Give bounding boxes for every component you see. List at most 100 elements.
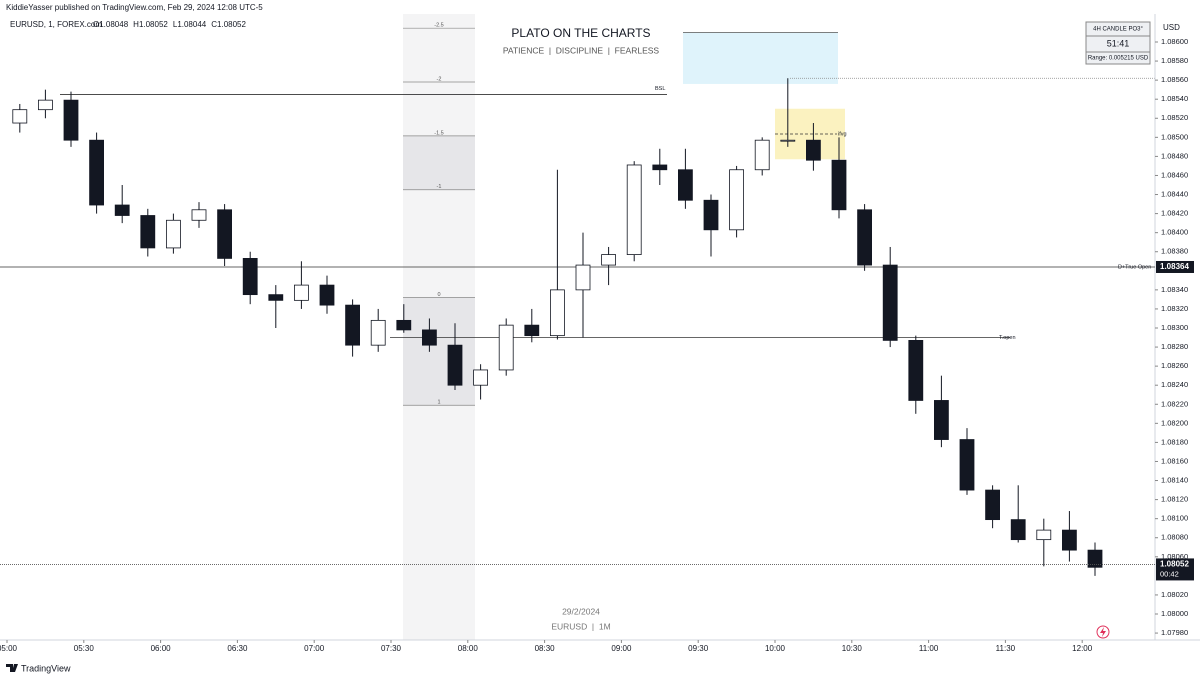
y-tick-label: 1.08240 — [1161, 380, 1188, 389]
fib-label: -2 — [437, 76, 442, 82]
y-tick-label: 1.08540 — [1161, 94, 1188, 103]
alert-icon[interactable] — [1096, 625, 1110, 639]
info-box — [1085, 21, 1151, 65]
candle-body — [319, 284, 335, 306]
candle-body — [242, 258, 258, 296]
y-tick-label: 1.08140 — [1161, 476, 1188, 485]
y-tick-label: 1.08340 — [1161, 285, 1188, 294]
candle-body — [754, 139, 770, 171]
y-tick-label: 1.08220 — [1161, 399, 1188, 408]
candle-body — [38, 99, 53, 111]
ohlc-value: 1.08052 — [139, 20, 168, 29]
candle-body — [678, 169, 693, 201]
candle-body — [934, 400, 949, 440]
y-tick-label: 1.08100 — [1161, 514, 1188, 523]
y-tick-label: 1.08320 — [1161, 304, 1188, 313]
fib-band — [403, 135, 475, 190]
x-tick-label: 10:00 — [765, 644, 786, 653]
candle-body — [447, 344, 463, 386]
alert-icon-bolt — [1100, 627, 1106, 637]
candle-body — [626, 164, 642, 255]
watermark-title: PLATO ON THE CHARTS — [511, 26, 650, 40]
x-tick-label: 05:00 — [0, 644, 18, 653]
candle-body — [396, 319, 412, 331]
info-box-timer: 51:41 — [1107, 38, 1130, 48]
candle-body — [63, 99, 79, 141]
y-tick-label: 1.08020 — [1161, 590, 1188, 599]
x-tick-label: 07:00 — [304, 644, 325, 653]
level-label: BSL — [655, 86, 665, 92]
y-tick-label: 1.08280 — [1161, 342, 1188, 351]
candle-body — [140, 215, 156, 249]
x-tick-label: 08:30 — [535, 644, 556, 653]
y-tick-label: 1.08260 — [1161, 361, 1188, 370]
countdown: 00:42 — [1160, 569, 1179, 578]
last-price-tag — [1156, 558, 1194, 581]
candle-body — [780, 139, 796, 142]
ohlc-key: O — [93, 20, 99, 29]
y-tick-label: 1.08520 — [1161, 113, 1188, 122]
info-box-range: Range: 0.005215 USD — [1088, 56, 1149, 62]
ohlc-key: L — [173, 20, 178, 29]
level-label: D+True Open — [1118, 264, 1151, 270]
y-tick-label: 1.08200 — [1161, 418, 1188, 427]
x-tick-label: 06:00 — [151, 644, 172, 653]
candle-body — [370, 319, 386, 346]
y-tick-label: 1.08180 — [1161, 437, 1188, 446]
y-tick-label: 1.08080 — [1161, 533, 1188, 542]
candle-body — [831, 159, 847, 211]
candle-body — [498, 324, 514, 371]
candle-body — [908, 339, 924, 401]
candle-body — [293, 284, 309, 301]
candle-body — [89, 139, 104, 206]
header: KiddieYasser published on TradingView.co… — [6, 3, 263, 12]
watermark-subtitle: PATIENCE | DISCIPLINE | FEARLESS — [503, 45, 660, 55]
ohlc-key: C — [211, 20, 217, 29]
y-tick-label: 1.08440 — [1161, 190, 1188, 199]
candle-body — [703, 199, 719, 231]
fib-label: 0 — [437, 292, 440, 298]
ohlc-key: H — [133, 20, 139, 29]
candle-body — [857, 209, 872, 266]
candle-body — [729, 169, 744, 231]
fib-label: -1 — [437, 184, 442, 190]
ohlc-value: 1.08048 — [99, 20, 128, 29]
x-tick-label: 12:00 — [1072, 644, 1093, 653]
y-tick-label: 1.08160 — [1161, 456, 1188, 465]
candle-body — [217, 209, 233, 259]
y-tick-label: 1.08400 — [1161, 228, 1188, 237]
fib-label: -1.5 — [434, 130, 443, 136]
candle-body — [601, 254, 616, 266]
x-tick-label: 09:00 — [611, 644, 632, 653]
candle-body — [882, 264, 898, 341]
y-tick-label: 1.08060 — [1161, 552, 1188, 561]
currency: USD — [1163, 23, 1180, 32]
ohlc-legend: O1.08048 H1.08052 L1.08044 C1.08052 — [93, 20, 246, 29]
fib-band — [403, 297, 475, 406]
x-tick-label: 09:30 — [688, 644, 709, 653]
candle-body — [959, 439, 975, 491]
candle-body — [1036, 529, 1052, 541]
candle-body — [1087, 549, 1103, 568]
y-tick-label: 1.08300 — [1161, 323, 1188, 332]
candle-body — [1062, 529, 1077, 551]
ohlc-value: 1.08052 — [217, 20, 246, 29]
candle-body — [550, 289, 565, 337]
y-tick-label: 1.08580 — [1161, 56, 1188, 65]
brand-logo — [6, 664, 18, 672]
candle-body — [12, 109, 28, 124]
candle-body — [575, 264, 591, 291]
x-tick-label: 07:30 — [381, 644, 402, 653]
candle-body — [191, 209, 207, 221]
candle-body — [1010, 519, 1026, 541]
y-tick-label: 1.08460 — [1161, 170, 1188, 179]
x-tick-label: 06:30 — [227, 644, 248, 653]
y-tick-label: 1.08420 — [1161, 209, 1188, 218]
symbol: EURUSD, 1, FOREX.com — [10, 20, 102, 29]
x-tick-label: 08:00 — [458, 644, 479, 653]
watermark-date: 29/2/2024 — [562, 606, 600, 616]
y-tick-label: 1.08120 — [1161, 495, 1188, 504]
candle-body — [985, 489, 1000, 521]
y-tick-label: 1.08480 — [1161, 151, 1188, 160]
